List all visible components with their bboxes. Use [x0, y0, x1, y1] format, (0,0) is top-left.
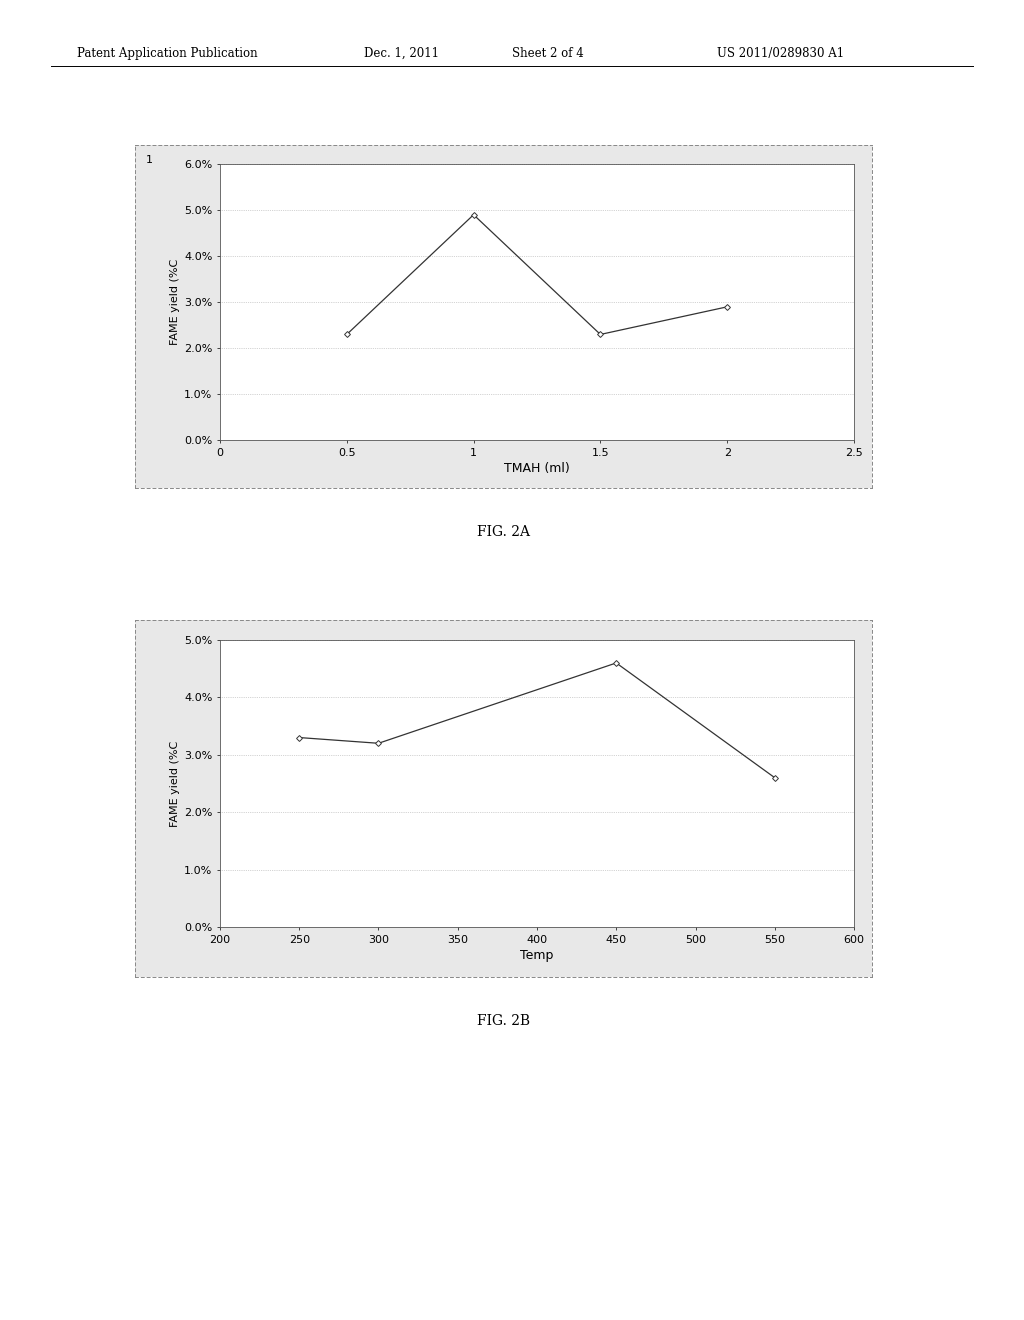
- Text: 1: 1: [146, 156, 154, 165]
- X-axis label: Temp: Temp: [520, 949, 554, 962]
- Text: Sheet 2 of 4: Sheet 2 of 4: [512, 46, 584, 59]
- Text: US 2011/0289830 A1: US 2011/0289830 A1: [717, 46, 844, 59]
- X-axis label: TMAH (ml): TMAH (ml): [504, 462, 570, 475]
- Text: FIG. 2B: FIG. 2B: [477, 1014, 530, 1028]
- Text: Patent Application Publication: Patent Application Publication: [77, 46, 257, 59]
- Text: FIG. 2A: FIG. 2A: [477, 525, 530, 540]
- Text: Dec. 1, 2011: Dec. 1, 2011: [364, 46, 438, 59]
- Y-axis label: FAME yield (%C: FAME yield (%C: [170, 741, 180, 826]
- Y-axis label: FAME yield (%C: FAME yield (%C: [170, 259, 180, 346]
